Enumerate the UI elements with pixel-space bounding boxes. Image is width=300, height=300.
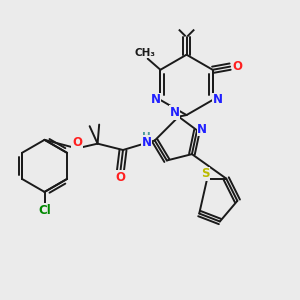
Text: N: N xyxy=(170,106,180,119)
Text: O: O xyxy=(232,60,242,73)
Text: CH₃: CH₃ xyxy=(135,48,156,58)
Text: H: H xyxy=(142,132,151,142)
Text: N: N xyxy=(151,94,160,106)
Text: O: O xyxy=(116,170,125,184)
Text: Cl: Cl xyxy=(38,204,51,217)
Text: N: N xyxy=(212,94,222,106)
Text: S: S xyxy=(201,167,210,180)
Text: N: N xyxy=(142,136,152,148)
Text: O: O xyxy=(72,136,82,149)
Text: N: N xyxy=(197,123,207,136)
